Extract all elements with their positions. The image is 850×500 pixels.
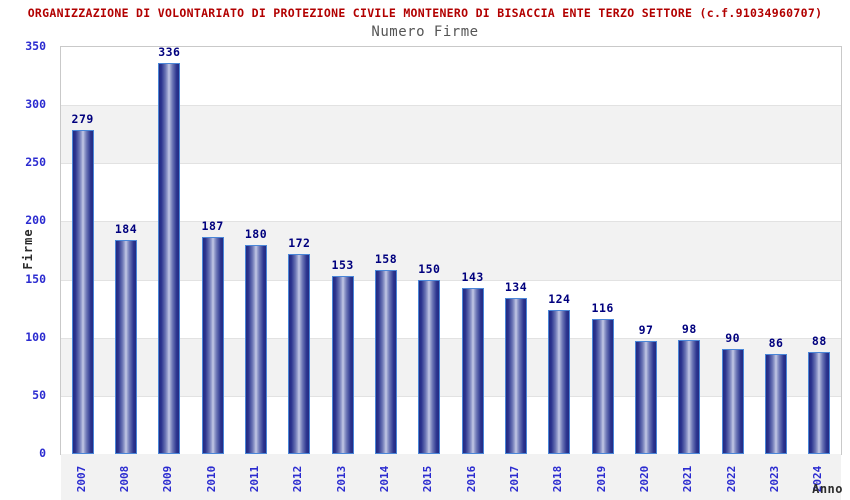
bar-2016 bbox=[461, 287, 484, 454]
grid-band bbox=[61, 454, 841, 500]
x-tick-text: 2007 bbox=[74, 465, 88, 493]
bar-value-label: 184 bbox=[114, 222, 138, 237]
bar-value-label: 279 bbox=[71, 111, 94, 126]
y-tick-label: 0 bbox=[39, 446, 46, 460]
bar-value-label: 150 bbox=[418, 261, 441, 276]
bar-2009 bbox=[158, 63, 181, 454]
bar-2010 bbox=[201, 236, 224, 454]
y-tick-label: 50 bbox=[32, 387, 46, 402]
y-tick-label: 200 bbox=[25, 213, 46, 228]
x-tick-text: 2014 bbox=[378, 465, 391, 493]
bar-value-label: 134 bbox=[504, 280, 528, 295]
bar-value-label: 180 bbox=[244, 226, 268, 241]
y-tick-label: 350 bbox=[25, 39, 46, 53]
x-tick-text: 2015 bbox=[421, 465, 435, 493]
x-tick-label-2019: 2019 bbox=[580, 457, 624, 500]
x-tick-label-2014: 2014 bbox=[363, 457, 407, 500]
y-tick-label: 250 bbox=[25, 155, 46, 170]
bar-value-label: 98 bbox=[681, 322, 697, 337]
bar-2015 bbox=[418, 279, 441, 454]
y-tick-label: 100 bbox=[25, 329, 46, 344]
x-tick-text: 2022 bbox=[724, 465, 738, 493]
bar-2022 bbox=[721, 349, 744, 454]
grid-band bbox=[61, 337, 841, 396]
x-tick-label-2011: 2011 bbox=[233, 457, 277, 500]
x-tick-label-2021: 2021 bbox=[666, 457, 710, 500]
x-tick-text: 2018 bbox=[551, 465, 565, 493]
x-tick-text: 2012 bbox=[291, 465, 305, 493]
bar-value-label: 172 bbox=[288, 236, 311, 250]
gridline bbox=[61, 279, 841, 281]
x-tick-text: 2016 bbox=[464, 465, 478, 493]
x-tick-text: 2010 bbox=[204, 465, 218, 493]
gridline bbox=[61, 337, 841, 339]
x-tick-text: 2017 bbox=[508, 465, 521, 493]
bar-value-label: 158 bbox=[374, 252, 398, 267]
gridline bbox=[61, 163, 841, 165]
x-tick-text: 2011 bbox=[248, 465, 261, 493]
x-tick-text: 2021 bbox=[681, 465, 695, 493]
x-tick-label-2018: 2018 bbox=[536, 457, 580, 500]
gridline bbox=[61, 221, 841, 223]
bar-2011 bbox=[245, 244, 267, 454]
x-tick-text: 2020 bbox=[638, 465, 651, 493]
y-axis-title: Firme bbox=[21, 228, 35, 270]
x-tick-label-2008: 2008 bbox=[103, 457, 147, 500]
x-tick-label-2007: 2007 bbox=[60, 457, 104, 500]
bar-2014 bbox=[375, 270, 397, 454]
bar-value-label: 97 bbox=[638, 323, 654, 338]
bar-value-label: 90 bbox=[725, 331, 741, 346]
bar-value-label: 187 bbox=[201, 218, 224, 233]
bar-2008 bbox=[115, 240, 137, 454]
bar-value-label: 336 bbox=[158, 45, 181, 60]
x-tick-text: 2013 bbox=[334, 465, 348, 493]
chart-title: ORGANIZZAZIONE DI VOLONTARIATO DI PROTEZ… bbox=[27, 6, 823, 20]
bar-value-label: 86 bbox=[768, 336, 784, 350]
bar-value-label: 124 bbox=[548, 291, 571, 306]
gridline bbox=[61, 395, 841, 397]
x-tick-label-2013: 2013 bbox=[320, 457, 364, 500]
x-tick-label-2015: 2015 bbox=[406, 457, 450, 500]
gridline bbox=[61, 105, 841, 107]
chart-subtitle: Numero Firme bbox=[371, 24, 479, 40]
plot-area: 279 184 336 187 180 172 153 158 150 143 134 124 116 9… bbox=[60, 45, 842, 500]
bar-2020 bbox=[635, 341, 657, 454]
bar-2013 bbox=[331, 276, 354, 454]
bar-2024 bbox=[808, 351, 831, 454]
x-axis-title: Anno bbox=[812, 482, 843, 496]
grid-band bbox=[61, 105, 841, 164]
x-tick-label-2023: 2023 bbox=[753, 457, 797, 500]
x-tick-text: 2023 bbox=[768, 465, 781, 493]
bar-2012 bbox=[288, 254, 311, 454]
bar-value-label: 88 bbox=[811, 333, 827, 348]
bar-2007 bbox=[71, 129, 94, 454]
x-tick-text: 2008 bbox=[118, 465, 131, 493]
x-tick-label-2022: 2022 bbox=[710, 457, 754, 500]
bar-2021 bbox=[678, 340, 701, 454]
bar-value-label: 116 bbox=[591, 301, 614, 316]
x-tick-label-2016: 2016 bbox=[450, 457, 494, 500]
x-tick-label-2010: 2010 bbox=[190, 457, 234, 500]
bar-value-label: 153 bbox=[331, 258, 354, 273]
x-tick-label-2009: 2009 bbox=[146, 457, 190, 500]
bar-2019 bbox=[591, 319, 614, 454]
grid-band bbox=[61, 221, 841, 280]
x-tick-label-2020: 2020 bbox=[623, 457, 667, 500]
x-tick-label-2017: 2017 bbox=[493, 457, 537, 500]
x-tick-text: 2019 bbox=[594, 465, 608, 493]
x-tick-text: 2009 bbox=[161, 465, 175, 493]
y-tick-label: 300 bbox=[25, 97, 46, 112]
bar-2017 bbox=[505, 298, 527, 454]
bar-2023 bbox=[765, 354, 787, 454]
y-tick-label: 150 bbox=[25, 271, 46, 286]
bar-2018 bbox=[548, 309, 571, 454]
x-tick-label-2012: 2012 bbox=[276, 457, 320, 500]
bar-value-label: 143 bbox=[461, 269, 484, 284]
